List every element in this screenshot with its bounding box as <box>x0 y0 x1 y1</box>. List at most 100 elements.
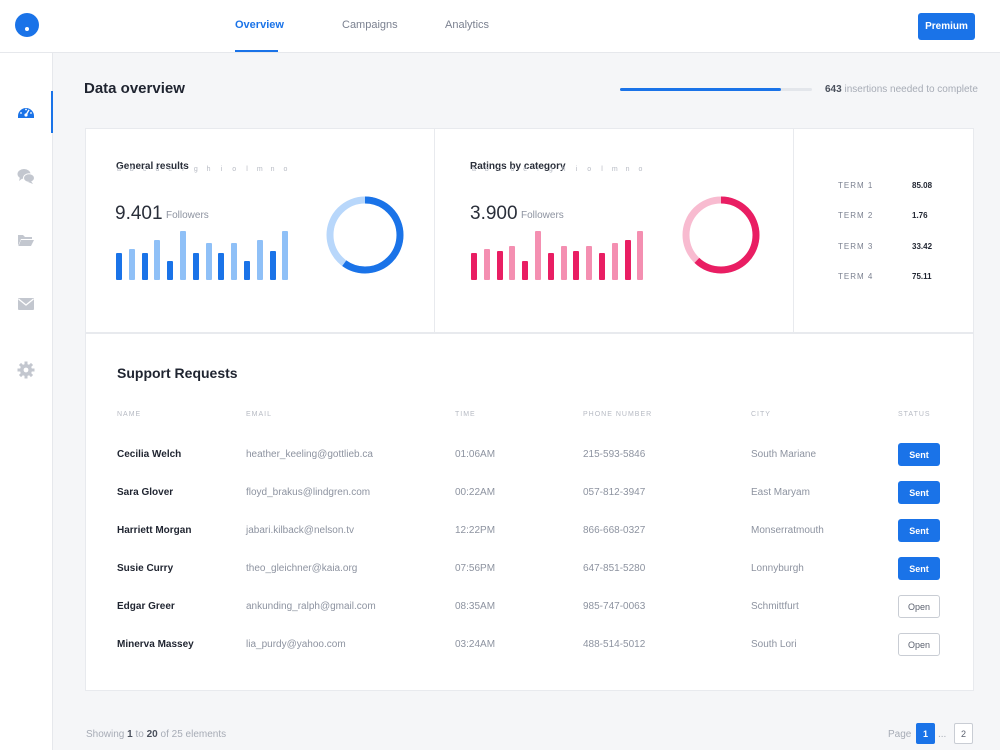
page-button-1[interactable]: 1 <box>916 723 935 744</box>
cell-phone: 488-514-5012 <box>583 639 646 650</box>
chart-tick-label: e <box>523 166 528 173</box>
top-bar: Overview Campaigns Analytics Premium <box>0 0 1000 53</box>
term-name: TERM 4 <box>838 272 874 281</box>
chart-bar <box>154 240 161 280</box>
chart-tick-label: o <box>638 166 643 173</box>
cell-city: South Mariane <box>751 449 817 460</box>
chart-tick-label: l <box>601 166 603 173</box>
cell-name: Sara Glover <box>117 487 174 498</box>
chart-tick-label: n <box>270 166 275 173</box>
donut-arc <box>682 196 760 274</box>
chart-bar <box>496 251 503 280</box>
chart-tick-label: d <box>510 166 515 173</box>
chart-tick-label: c <box>497 166 502 173</box>
chart-bar <box>624 240 631 280</box>
folder-icon[interactable] <box>17 231 35 249</box>
status-button-sent[interactable]: Sent <box>898 443 940 466</box>
chart-tick-label: g <box>193 166 198 173</box>
showing-to: 20 <box>146 729 158 740</box>
premium-button[interactable]: Premium <box>918 13 975 40</box>
chart-tick-label: f <box>537 166 539 173</box>
chart-tick-label: b <box>484 166 489 173</box>
chart-tick-label: n <box>625 166 630 173</box>
general-results-value: 9.401 <box>115 203 163 224</box>
panel-divider <box>793 129 794 334</box>
chart-bar <box>218 253 225 280</box>
chart-tick-label: m <box>611 166 618 173</box>
chart-tick-label: h <box>561 166 566 173</box>
active-tab-indicator <box>235 50 278 52</box>
general-results-label: Followers <box>166 210 209 221</box>
cell-email: jabari.kilback@nelson.tv <box>246 525 354 536</box>
status-button-sent[interactable]: Sent <box>898 557 940 580</box>
chart-tick-label: i <box>220 166 223 173</box>
column-header-time: TIME <box>455 411 476 418</box>
cell-time: 07:56PM <box>455 563 496 574</box>
chart-bar <box>192 253 199 280</box>
cell-email: floyd_brakus@lindgren.com <box>246 487 371 498</box>
dashboard-icon[interactable] <box>17 103 35 121</box>
tab-campaigns[interactable]: Campaigns <box>342 19 398 31</box>
cell-email: lia_purdy@yahoo.com <box>246 639 346 650</box>
status-button-open[interactable]: Open <box>898 595 940 618</box>
showing-prefix: Showing <box>86 729 125 740</box>
cell-name: Minerva Massey <box>117 639 194 650</box>
showing-from: 1 <box>127 729 133 740</box>
cell-name: Susie Curry <box>117 563 174 574</box>
cell-phone: 215-593-5846 <box>583 449 646 460</box>
status-button-sent[interactable]: Sent <box>898 519 940 542</box>
cell-time: 08:35AM <box>455 601 496 612</box>
page-button-2[interactable]: 2 <box>954 723 973 744</box>
cell-phone: 866-668-0327 <box>583 525 646 536</box>
cell-time: 01:06AM <box>455 449 496 460</box>
chat-icon[interactable] <box>17 167 35 185</box>
status-button-sent[interactable]: Sent <box>898 481 940 504</box>
tab-analytics[interactable]: Analytics <box>445 19 490 31</box>
mail-icon[interactable] <box>17 295 35 313</box>
tab-overview[interactable]: Overview <box>235 19 284 31</box>
chart-bar <box>599 253 605 280</box>
chart-tick-label: h <box>206 166 211 173</box>
term-name: TERM 3 <box>838 242 874 251</box>
cell-name: Harriett Morgan <box>117 525 192 536</box>
gear-icon[interactable] <box>17 361 35 379</box>
cell-city: Lonnyburgh <box>751 563 804 574</box>
chart-bar <box>205 243 212 280</box>
chart-tick-label: g <box>548 166 553 173</box>
column-header-name: NAME <box>117 411 142 418</box>
cell-time: 12:22PM <box>455 525 496 536</box>
cell-email: heather_keeling@gottlieb.ca <box>246 449 373 460</box>
chart-bar <box>522 261 529 280</box>
showing-total: of 25 elements <box>160 729 227 740</box>
support-requests-card <box>85 333 974 691</box>
logo-icon[interactable] <box>15 13 39 37</box>
chart-bar <box>471 253 477 280</box>
chart-bar <box>573 251 580 280</box>
chart-bar <box>128 249 135 280</box>
chart-tick-label: a <box>117 166 121 173</box>
column-header-email: EMAIL <box>246 411 273 418</box>
term-value: 85.08 <box>912 181 933 190</box>
chart-bar <box>116 253 122 280</box>
cell-phone: 057-812-3947 <box>583 487 646 498</box>
chart-bar <box>244 261 250 280</box>
chart-bar <box>535 231 541 280</box>
chart-bar <box>637 231 644 280</box>
column-header-city: CITY <box>751 411 771 418</box>
cell-time: 00:22AM <box>455 487 496 498</box>
chart-bar <box>269 251 276 280</box>
chart-bar <box>141 253 148 280</box>
showing-to-word: to <box>135 729 144 740</box>
cell-city: South Lori <box>751 639 797 650</box>
page-ellipsis: ... <box>938 729 947 740</box>
term-value: 1.76 <box>912 211 928 220</box>
general-results-donut <box>326 196 404 274</box>
chart-bar <box>509 246 516 280</box>
chart-bar <box>167 261 174 280</box>
chart-bar <box>547 253 554 280</box>
status-button-open[interactable]: Open <box>898 633 940 656</box>
cell-name: Edgar Greer <box>117 601 175 612</box>
chart-tick-label: d <box>155 166 160 173</box>
donut-arc <box>326 196 404 274</box>
sidebar <box>0 53 53 750</box>
